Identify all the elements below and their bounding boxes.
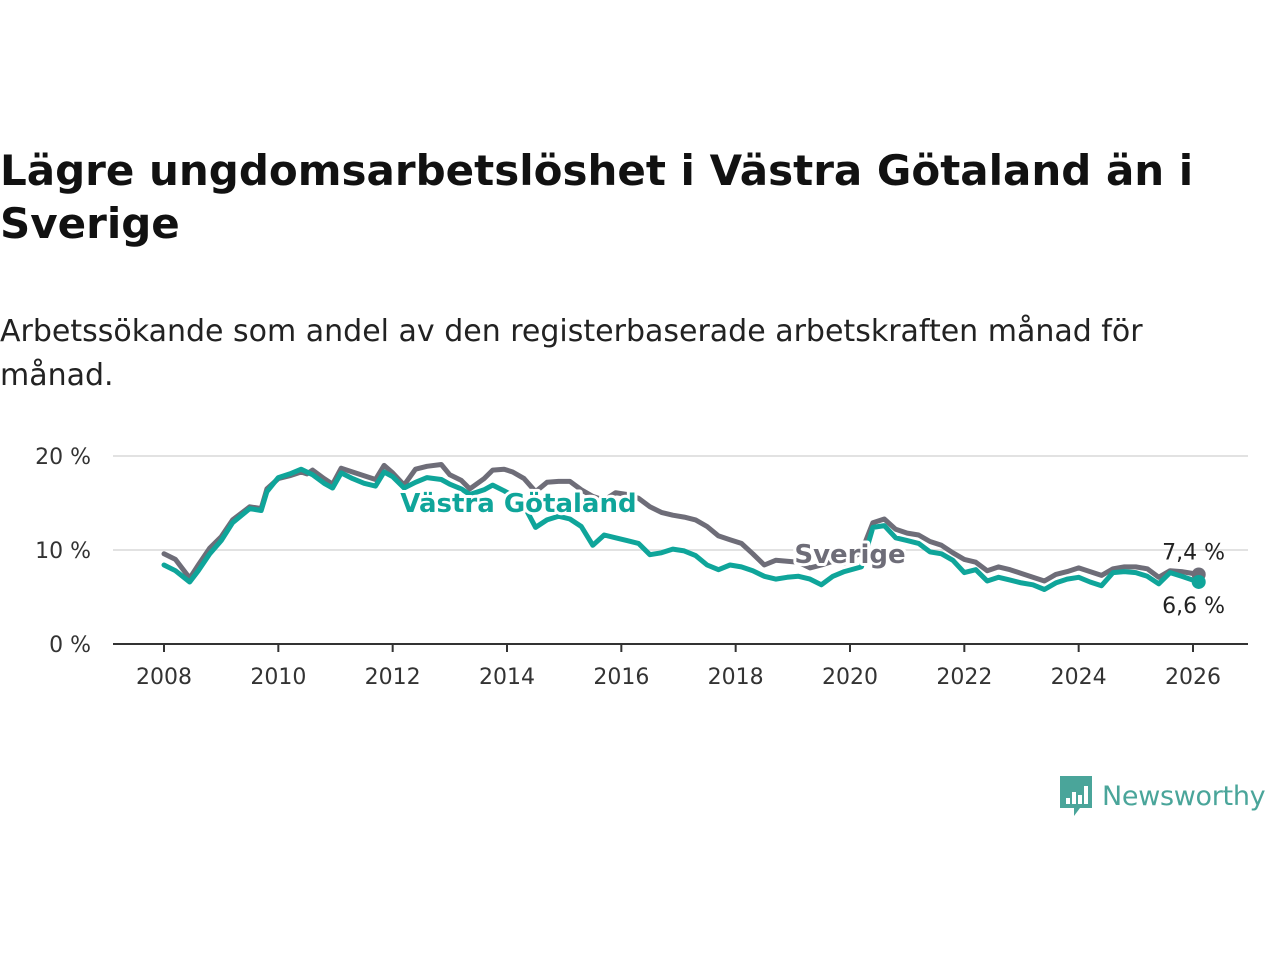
chart-title: Lägre ungdomsarbetslöshet i Västra Götal… [0,146,1194,248]
line-chart: 0 % 10 % 20 % 2008 2010 2012 2014 2016 2018 2020 2… [35,445,1248,690]
x-tick-label: 2026 [1165,665,1221,690]
y-tick-label: 0 % [49,633,91,658]
series-line-v-stra-g-taland [161,466,1202,592]
series-annotation: Västra Götaland [400,489,636,519]
end-point [1191,574,1206,589]
end-value-label: 6,6 % [1162,594,1225,619]
y-tick-label: 10 % [35,539,91,564]
series-line-sverige [161,462,1202,584]
chart-subtitle: Arbetssökande som andel av den registerb… [0,314,1143,393]
brand-name: Newsworthy [1102,780,1266,812]
series-annotation: Sverige [794,540,905,570]
x-tick-label: 2024 [1051,665,1107,690]
x-tick-label: 2014 [479,665,535,690]
y-tick-label: 20 % [35,445,91,470]
x-tick-label: 2012 [365,665,421,690]
newsworthy-icon [1060,776,1092,816]
x-tick-label: 2008 [136,665,192,690]
x-tick-label: 2018 [708,665,764,690]
x-tick-label: 2016 [593,665,649,690]
x-tick-label: 2022 [936,665,992,690]
end-value-label: 7,4 % [1162,540,1225,565]
x-tick-label: 2010 [250,665,306,690]
newsworthy-logo: Newsworthy [1058,773,1266,819]
x-tick-label: 2020 [822,665,878,690]
